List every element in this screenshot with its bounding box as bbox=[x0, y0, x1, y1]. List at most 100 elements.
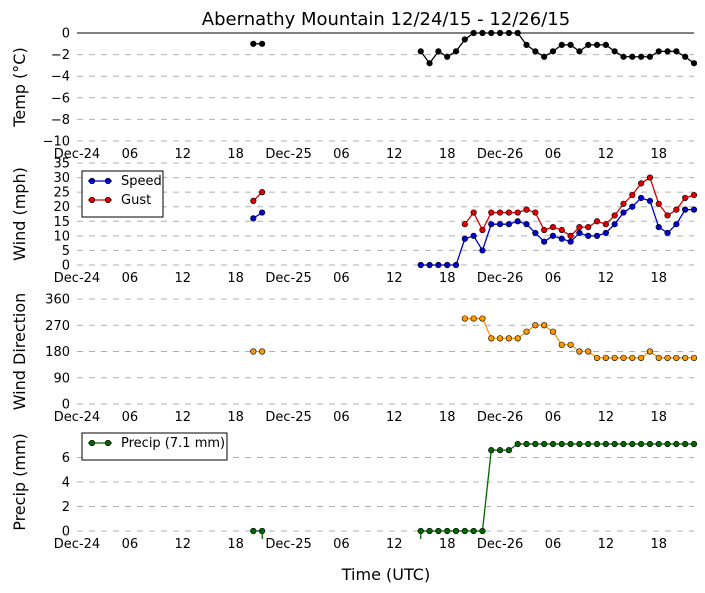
temp-data-point bbox=[567, 41, 574, 48]
precip-y-axis-label: Precip (mm) bbox=[10, 433, 29, 531]
temp-data-point bbox=[629, 53, 636, 60]
direction-x-tick-label: Dec-26 bbox=[477, 410, 523, 425]
wind-legend-label: Speed bbox=[121, 174, 162, 189]
precip-x-tick-label: 18 bbox=[227, 537, 244, 552]
direction-data-point bbox=[523, 328, 530, 335]
precip-x-tick-label: 06 bbox=[545, 537, 562, 552]
wind-y-axis-label: Wind (mph) bbox=[10, 167, 29, 261]
wind-data-point bbox=[541, 238, 548, 245]
precip-y-tick-label: 4 bbox=[62, 476, 70, 491]
wind-data-point bbox=[435, 261, 442, 269]
direction-data-point bbox=[461, 315, 468, 322]
direction-data-point bbox=[514, 335, 521, 342]
wind-y-tick-label: 25 bbox=[53, 186, 70, 201]
temp-x-tick-label: 06 bbox=[545, 147, 562, 162]
wind-data-point bbox=[682, 206, 689, 213]
wind-data-point bbox=[682, 194, 689, 202]
precip-legend-marker bbox=[104, 439, 112, 447]
wind-x-tick-label: Dec-26 bbox=[477, 271, 523, 286]
wind-data-point bbox=[611, 221, 618, 228]
temp-data-point bbox=[611, 48, 618, 55]
temp-data-point bbox=[532, 48, 539, 55]
wind-x-tick-label: 18 bbox=[227, 271, 244, 286]
temp-data-point bbox=[646, 53, 654, 60]
wind-data-point bbox=[259, 209, 266, 216]
wind-y-tick-label: 0 bbox=[62, 259, 70, 274]
direction-data-point bbox=[611, 354, 618, 362]
precip-legend-box bbox=[81, 432, 228, 461]
precip-data-point bbox=[690, 440, 698, 448]
precip-data-point bbox=[682, 440, 689, 448]
wind-data-point bbox=[690, 191, 698, 199]
direction-data-point bbox=[629, 354, 636, 362]
temp-data-point bbox=[655, 48, 662, 55]
wind-data-point bbox=[479, 247, 486, 254]
temp-data-point bbox=[444, 53, 451, 60]
precip-x-tick-label: 12 bbox=[386, 537, 403, 552]
wind-data-point bbox=[620, 200, 627, 207]
precip-data-point bbox=[523, 440, 530, 448]
wind-legend-marker bbox=[88, 177, 96, 185]
wind-data-point bbox=[532, 229, 539, 237]
wind-data-point bbox=[505, 209, 513, 216]
direction-data-point bbox=[655, 354, 662, 362]
temp-data-point bbox=[673, 48, 680, 55]
direction-data-point bbox=[259, 348, 266, 355]
temp-data-point bbox=[426, 60, 433, 67]
chart-title: Abernathy Mountain 12/24/15 - 12/26/15 bbox=[202, 9, 570, 30]
wind-data-point bbox=[593, 218, 601, 225]
wind-data-point bbox=[461, 221, 468, 228]
direction-data-point bbox=[585, 348, 592, 355]
temp-y-axis-label: Temp (°C) bbox=[10, 47, 29, 127]
precip-data-point bbox=[558, 440, 565, 448]
wind-data-point bbox=[576, 224, 583, 231]
precip-x-tick-label: 06 bbox=[333, 537, 350, 552]
wind-data-point bbox=[461, 235, 468, 242]
wind-y-tick-label: 15 bbox=[53, 215, 70, 230]
direction-data-point bbox=[496, 335, 504, 342]
temp-data-point bbox=[417, 48, 424, 55]
temp-data-point bbox=[576, 48, 583, 55]
temp-data-point bbox=[682, 53, 689, 60]
wind-x-tick-label: 12 bbox=[386, 271, 403, 286]
temp-x-tick-label: 18 bbox=[650, 147, 667, 162]
temp-y-tick-label: −8 bbox=[51, 113, 70, 128]
wind-x-tick-label: Dec-25 bbox=[265, 271, 311, 286]
precip-data-point bbox=[576, 440, 583, 448]
temp-data-point bbox=[505, 29, 513, 37]
temp-x-tick-label: Dec-25 bbox=[265, 147, 311, 162]
precip-data-point bbox=[250, 527, 257, 535]
temp-y-tick-label: −2 bbox=[51, 48, 70, 63]
wind-data-point bbox=[585, 224, 592, 231]
direction-data-point bbox=[532, 322, 539, 329]
precip-data-point bbox=[426, 527, 433, 535]
direction-data-point bbox=[682, 354, 689, 362]
direction-data-point bbox=[479, 315, 486, 322]
wind-data-point bbox=[549, 224, 557, 231]
direction-data-point bbox=[620, 354, 627, 362]
direction-data-point bbox=[638, 354, 645, 362]
wind-data-point bbox=[496, 209, 504, 216]
direction-data-point bbox=[602, 354, 609, 362]
direction-data-point bbox=[664, 354, 671, 362]
wind-data-point bbox=[611, 212, 618, 219]
precip-data-point bbox=[452, 527, 460, 535]
precip-data-point bbox=[620, 440, 627, 448]
wind-legend-marker bbox=[88, 196, 96, 204]
wind-data-point bbox=[620, 209, 627, 216]
wind-x-tick-label: 12 bbox=[174, 271, 191, 286]
precip-x-tick-label: 18 bbox=[650, 537, 667, 552]
wind-data-point bbox=[664, 229, 671, 237]
wind-y-tick-label: 5 bbox=[62, 244, 70, 259]
temp-x-tick-label: 06 bbox=[122, 147, 139, 162]
temp-data-point bbox=[461, 36, 468, 43]
temp-data-point bbox=[690, 60, 698, 67]
precip-x-tick-label: 18 bbox=[439, 537, 456, 552]
direction-data-point bbox=[549, 328, 557, 335]
temp-data-point bbox=[549, 48, 557, 55]
precip-data-point bbox=[505, 447, 513, 454]
temp-x-tick-label: 18 bbox=[227, 147, 244, 162]
precip-data-point bbox=[532, 440, 539, 448]
wind-data-point bbox=[567, 232, 574, 239]
precip-data-point bbox=[549, 440, 557, 448]
